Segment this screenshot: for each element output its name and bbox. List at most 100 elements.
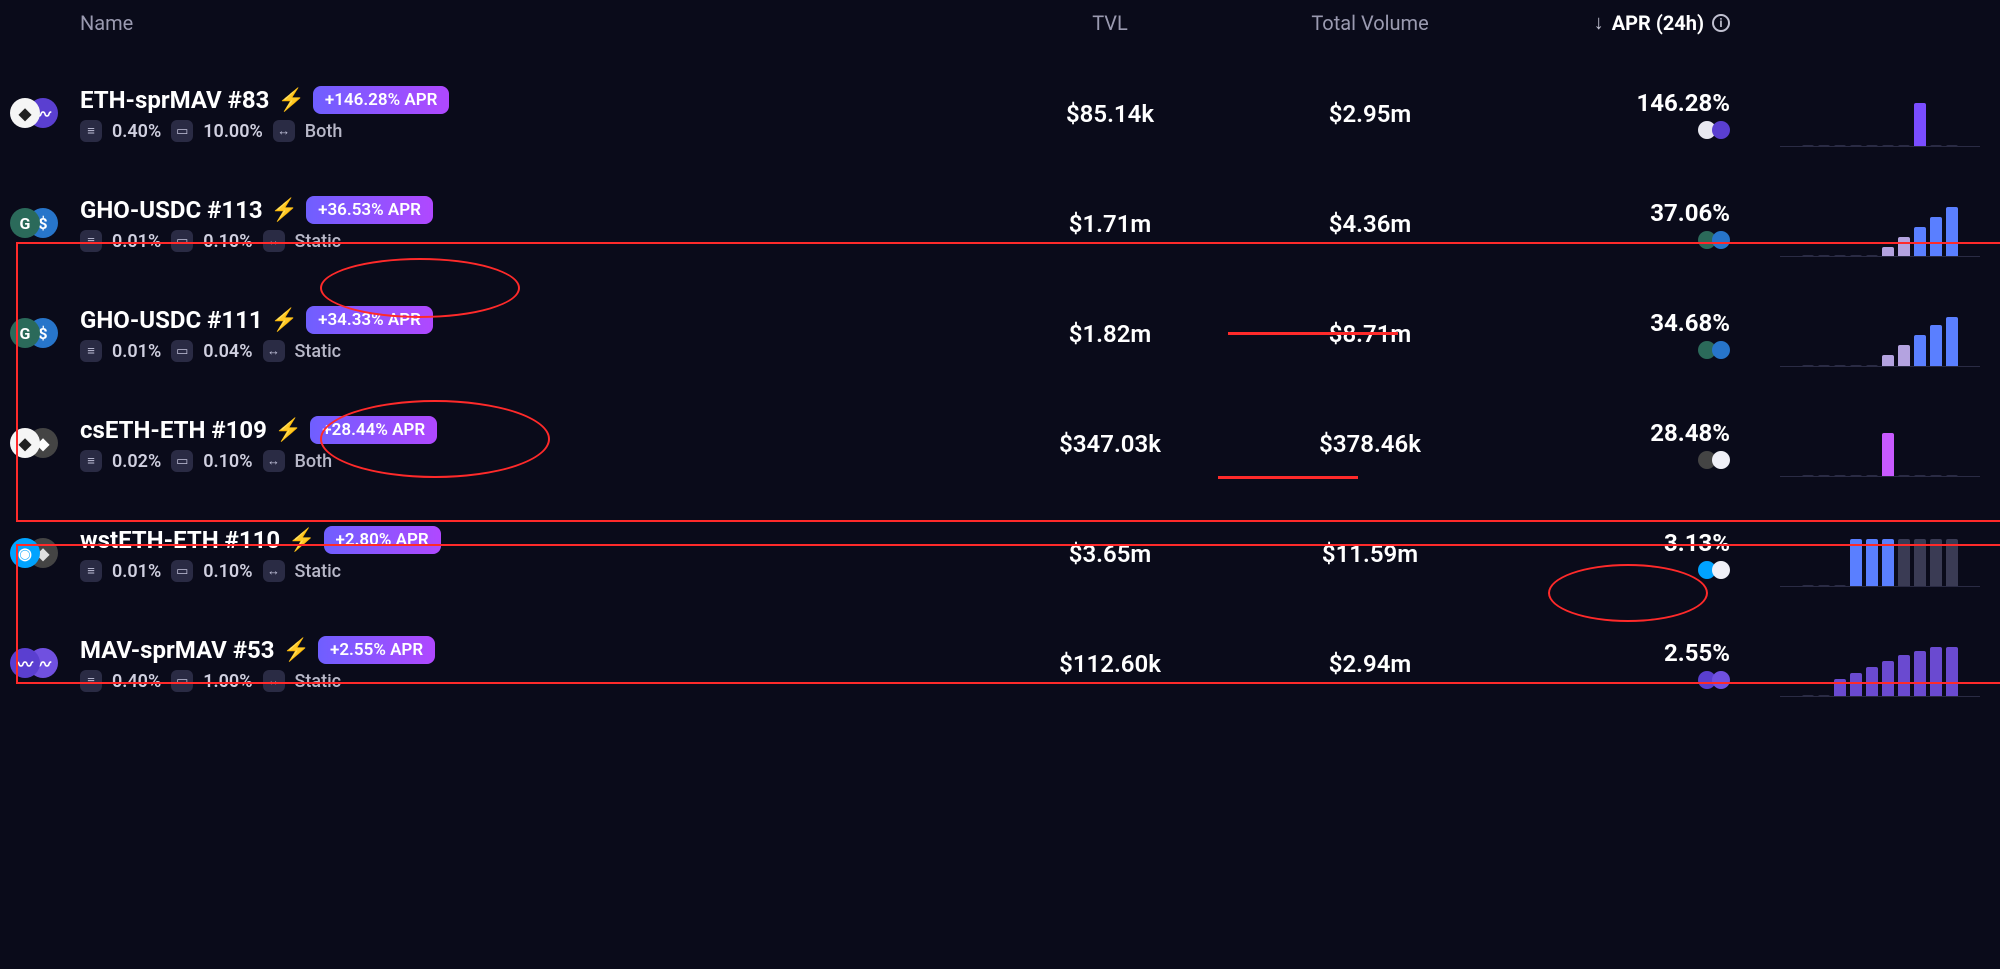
apr-reward-icons (1500, 231, 1730, 249)
table-row[interactable]: G$GHO-USDC #113⚡+36.53% APR≡0.01%▭0.10%↔… (0, 169, 2000, 279)
sparkline-bar (1914, 103, 1926, 147)
table-header: Name TVL Total Volume ↓ APR (24h) i (0, 0, 2000, 59)
sparkline-bar (1898, 475, 1910, 477)
sparkline-bar (1866, 667, 1878, 697)
reward-token-icon (1712, 671, 1730, 689)
name-cell: wstETH-ETH #110⚡+2.80% APR≡0.01%▭0.10%↔S… (80, 526, 980, 582)
apr-value: 28.48% (1500, 419, 1730, 447)
mode: Both (305, 121, 343, 142)
tvl-value: $85.14k (980, 100, 1240, 128)
pool-name[interactable]: csETH-ETH #109 (80, 416, 267, 444)
pool-name[interactable]: GHO-USDC #111 (80, 306, 263, 334)
pool-meta: ≡0.01%▭0.10%↔Static (80, 560, 980, 582)
sparkline-bar (1850, 365, 1862, 367)
sparkline-bar (1914, 335, 1926, 367)
table-row[interactable]: ◆◆csETH-ETH #109⚡+28.44% APR≡0.02%▭0.10%… (0, 389, 2000, 499)
sparkline-bar (1802, 585, 1814, 587)
apr-reward-icons (1500, 671, 1730, 689)
sparkline-bar (1882, 247, 1894, 257)
sparkline-bar (1818, 475, 1830, 477)
sparkline-bar (1834, 679, 1846, 697)
token-pair-icons: G$ (10, 202, 62, 246)
mode: Static (295, 341, 342, 362)
sparkline-bar (1898, 345, 1910, 367)
sparkline-bar (1898, 655, 1910, 697)
col-name[interactable]: Name (80, 11, 980, 35)
token-pair-icons: ◆◆ (10, 422, 62, 466)
sparkline-bar (1850, 255, 1862, 257)
fee2: 0.04% (203, 341, 252, 362)
token-a-icon: ◉ (10, 538, 40, 568)
sparkline-bar (1834, 255, 1846, 257)
apr-cell: 34.68% (1500, 309, 1760, 359)
pools-table: Name TVL Total Volume ↓ APR (24h) i ◆〰 ET… (0, 0, 2000, 719)
sparkline-bar (1882, 145, 1894, 147)
fee2: 0.10% (203, 231, 252, 252)
apr-cell: 28.48% (1500, 419, 1760, 469)
token-a-icon: ◆ (10, 98, 40, 128)
token-pair-icons: ◆〰 (10, 92, 62, 136)
sparkline-bar (1802, 145, 1814, 147)
volume-sparkline (1760, 301, 2000, 367)
pool-name[interactable]: MAV-sprMAV #53 (80, 636, 275, 664)
pool-name[interactable]: wstETH-ETH #110 (80, 526, 280, 554)
sparkline-bar (1850, 539, 1862, 587)
sort-descending-icon: ↓ (1594, 10, 1604, 35)
boost-bolt-icon: ⚡ (271, 308, 298, 333)
sparkline-bar (1914, 227, 1926, 257)
width-icon: ▭ (171, 450, 193, 472)
token-pair-icons: 〰〰 (10, 642, 62, 686)
col-tvl[interactable]: TVL (980, 11, 1240, 35)
tvl-value: $3.65m (980, 540, 1240, 568)
sparkline-bar (1946, 647, 1958, 697)
sparkline-bar (1930, 145, 1942, 147)
sparkline-bar (1930, 647, 1942, 697)
apr-boost-badge: +34.33% APR (306, 306, 433, 334)
apr-cell: 37.06% (1500, 199, 1760, 249)
col-volume[interactable]: Total Volume (1240, 11, 1500, 35)
reward-token-icon (1712, 451, 1730, 469)
mode-icon: ↔ (263, 450, 285, 472)
table-row[interactable]: 〰〰MAV-sprMAV #53⚡+2.55% APR≡0.40%▭1.00%↔… (0, 609, 2000, 719)
info-icon[interactable]: i (1712, 14, 1730, 32)
boost-bolt-icon: ⚡ (277, 88, 304, 113)
sparkline-bar (1930, 217, 1942, 257)
apr-boost-badge: +36.53% APR (306, 196, 433, 224)
sparkline-bar (1898, 145, 1910, 147)
mode: Both (295, 451, 333, 472)
sparkline-bar (1866, 365, 1878, 367)
sparkline-bar (1802, 475, 1814, 477)
sparkline-bar (1818, 585, 1830, 587)
table-row[interactable]: ◆〰ETH-sprMAV #83⚡+146.28% APR≡0.40%▭10.0… (0, 59, 2000, 169)
volume-value: $11.59m (1240, 540, 1500, 568)
col-apr-label: APR (24h) (1612, 11, 1704, 35)
table-row[interactable]: ◉◆wstETH-ETH #110⚡+2.80% APR≡0.01%▭0.10%… (0, 499, 2000, 609)
fee2: 1.00% (203, 671, 252, 692)
table-row[interactable]: G$GHO-USDC #111⚡+34.33% APR≡0.01%▭0.04%↔… (0, 279, 2000, 389)
apr-cell: 3.13% (1500, 529, 1760, 579)
mode: Static (295, 671, 342, 692)
fee2: 0.10% (203, 561, 252, 582)
apr-cell: 146.28% (1500, 89, 1760, 139)
volume-value: $2.95m (1240, 100, 1500, 128)
col-apr[interactable]: ↓ APR (24h) i (1500, 10, 1760, 35)
sparkline-bar (1866, 145, 1878, 147)
width-icon: ▭ (171, 560, 193, 582)
sparkline-bar (1930, 475, 1942, 477)
sparkline-bar (1866, 475, 1878, 477)
pool-name[interactable]: ETH-sprMAV #83 (80, 86, 269, 114)
mode-icon: ↔ (263, 670, 285, 692)
mode-icon: ↔ (273, 120, 295, 142)
sparkline-bar (1818, 145, 1830, 147)
apr-reward-icons (1500, 121, 1730, 139)
sparkline-bar (1850, 673, 1862, 697)
sparkline-bar (1930, 325, 1942, 367)
fee1: 0.40% (112, 671, 161, 692)
sparkline-bar (1866, 255, 1878, 257)
sparkline-bar (1802, 255, 1814, 257)
fee2: 0.10% (203, 451, 252, 472)
pool-name[interactable]: GHO-USDC #113 (80, 196, 263, 224)
token-pair-icons: G$ (10, 312, 62, 356)
sparkline-bar (1866, 539, 1878, 587)
volume-value: $8.71m (1240, 320, 1500, 348)
